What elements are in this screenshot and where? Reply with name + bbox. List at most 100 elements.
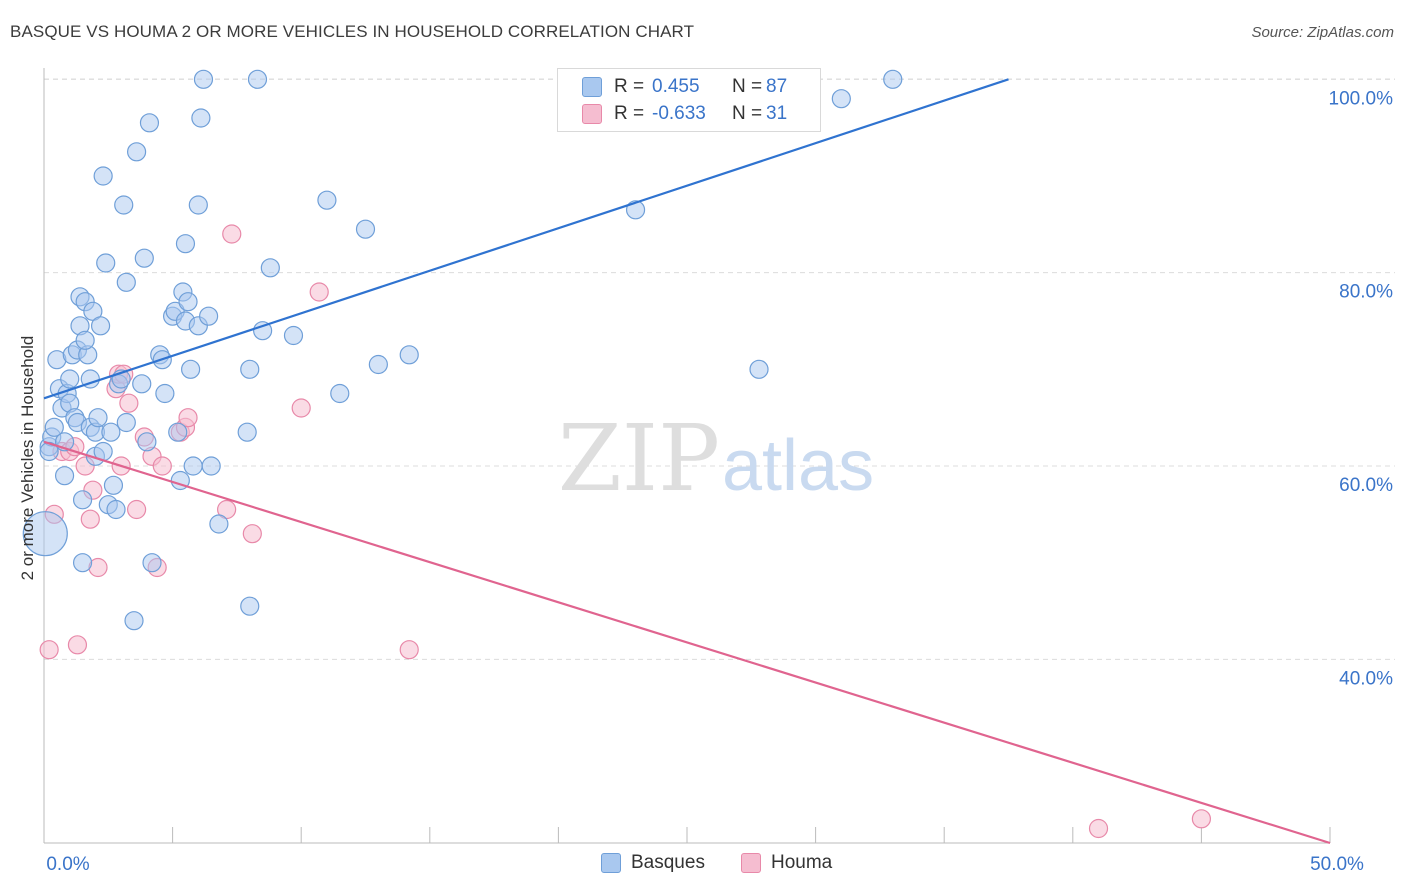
trend-lines xyxy=(43,78,1331,845)
basques-point xyxy=(191,108,211,128)
basques-point xyxy=(132,374,152,394)
basques-point xyxy=(88,408,108,428)
basques-point xyxy=(201,456,221,476)
basques-point xyxy=(883,69,903,89)
y-tick-label: 80.0% xyxy=(1339,282,1393,303)
houma-trend-line xyxy=(43,440,1331,845)
chart-title: BASQUE VS HOUMA 2 OR MORE VEHICLES IN HO… xyxy=(10,22,695,41)
legend-item-basques: Basques xyxy=(601,852,705,874)
basques-point xyxy=(168,422,188,442)
legend-swatch-houma xyxy=(741,853,761,873)
houma-point xyxy=(152,456,172,476)
basques-point xyxy=(749,359,769,379)
basques-point xyxy=(209,514,229,534)
basques-point xyxy=(139,113,160,133)
basques-point xyxy=(101,422,121,442)
basques-point xyxy=(178,292,198,312)
basques-point xyxy=(355,219,376,239)
chart-source: Source: ZipAtlas.com xyxy=(1251,24,1394,41)
legend-swatch-basques xyxy=(582,77,602,97)
basques-point xyxy=(317,190,337,210)
basques-point xyxy=(72,553,93,573)
basques-point xyxy=(124,611,144,631)
basques-trend-line xyxy=(43,78,1009,400)
legend-n-value-basques: 87 xyxy=(766,76,788,97)
houma-point xyxy=(1088,818,1109,839)
basques-point xyxy=(44,417,64,437)
basques-point xyxy=(193,69,214,89)
basques-point xyxy=(240,359,260,379)
basques-point xyxy=(183,456,203,476)
basques-point xyxy=(247,69,268,89)
houma-point xyxy=(291,398,311,418)
y-tick-label: 40.0% xyxy=(1339,668,1393,689)
legend-r-label: R = xyxy=(614,103,645,124)
legend-swatch-houma xyxy=(582,104,602,124)
legend-swatch-basques xyxy=(601,853,621,873)
y-tick-label: 60.0% xyxy=(1339,475,1393,496)
legend-r-value-houma: -0.633 xyxy=(652,103,706,124)
basques-point xyxy=(90,316,111,336)
series-legend: Basques Houma xyxy=(0,852,1406,878)
watermark-zip: ZIP xyxy=(558,405,720,512)
houma-point xyxy=(1191,809,1212,829)
stats-legend: R = 0.455 N = 87 R = -0.633 N = 31 xyxy=(557,68,821,132)
basques-point xyxy=(253,321,273,341)
basques-point xyxy=(155,383,175,404)
houma-point xyxy=(399,640,419,660)
legend-n-value-houma: 31 xyxy=(766,103,788,124)
basques-point xyxy=(181,359,201,379)
houma-point xyxy=(39,640,59,660)
legend-label-houma: Houma xyxy=(771,852,833,873)
basques-point xyxy=(54,466,75,486)
basques-point xyxy=(368,354,388,375)
basques-point xyxy=(22,511,68,557)
tick-labels: 100.0% 80.0% 60.0% 40.0% 0.0% 50.0% xyxy=(46,88,1393,875)
basques-point xyxy=(116,272,136,292)
watermark-atlas: atlas xyxy=(722,426,874,506)
legend-row-basques: R = 0.455 N = 87 xyxy=(582,74,787,100)
basques-point xyxy=(237,422,257,442)
legend-item-houma: Houma xyxy=(741,852,832,874)
x-tick-label: 50.0% xyxy=(1310,854,1364,875)
basques-point xyxy=(126,142,147,162)
basques-point xyxy=(625,200,646,220)
legend-label-basques: Basques xyxy=(631,852,705,873)
basques-point xyxy=(188,195,208,215)
basques-point xyxy=(116,412,136,433)
y-axis-label: 2 or more Vehicles in Household xyxy=(18,336,37,581)
houma-point xyxy=(178,408,198,428)
basques-point xyxy=(831,89,851,109)
legend-r-label: R = xyxy=(614,76,645,97)
houma-point xyxy=(119,393,139,413)
basques-point xyxy=(330,383,350,404)
legend-r-value-basques: 0.455 xyxy=(652,76,700,97)
y-tick-label: 100.0% xyxy=(1329,88,1394,109)
basques-point xyxy=(142,553,162,573)
basques-point xyxy=(60,369,80,389)
basques-point xyxy=(72,490,93,510)
basques-point xyxy=(103,475,124,495)
basques-point xyxy=(114,195,134,215)
basques-point xyxy=(260,258,280,278)
basques-point xyxy=(137,432,157,452)
basques-point xyxy=(399,345,419,365)
basques-points xyxy=(22,69,903,631)
basques-point xyxy=(175,234,196,254)
basques-point xyxy=(134,248,154,268)
basques-point xyxy=(106,499,126,520)
houma-point xyxy=(80,509,100,529)
legend-n-label: N = xyxy=(732,76,763,97)
basques-point xyxy=(199,306,219,326)
x-tick-label: 0.0% xyxy=(46,854,89,875)
houma-point xyxy=(222,224,242,244)
houma-point xyxy=(126,499,147,520)
legend-n-label: N = xyxy=(732,103,763,124)
legend-row-houma: R = -0.633 N = 31 xyxy=(582,101,787,127)
basques-point xyxy=(75,330,95,350)
basques-point xyxy=(240,596,260,616)
basques-point xyxy=(283,325,304,346)
houma-point xyxy=(242,524,262,544)
basques-point xyxy=(93,166,113,186)
